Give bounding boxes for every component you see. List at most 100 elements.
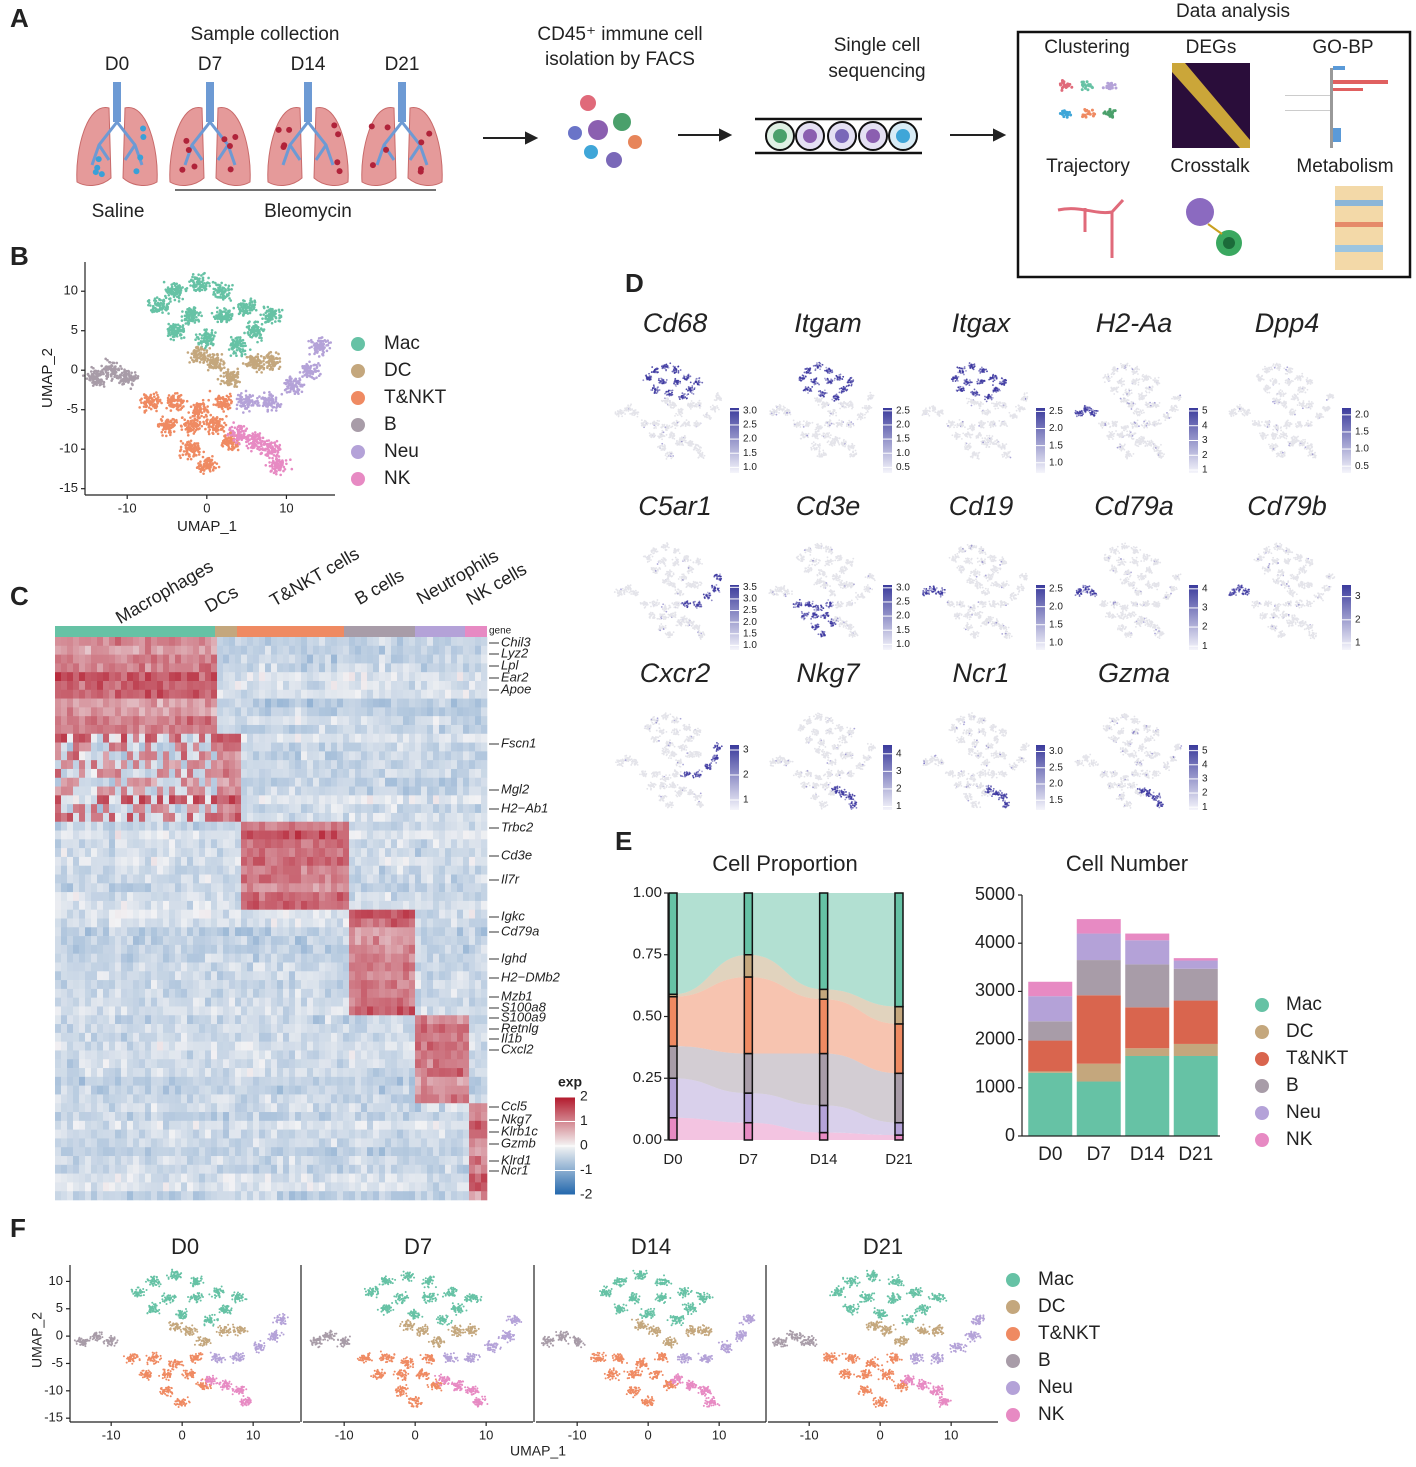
lung-spot [183,138,189,144]
thumb-dot [1114,109,1117,112]
cell-dot [235,345,238,348]
lung-spot [276,127,282,133]
cell-dot [194,307,197,310]
cell-dot [250,306,253,309]
cell-dot [185,290,188,293]
cell-dot [242,308,245,311]
panel-label: B [10,241,29,271]
trachea [113,82,121,122]
thumb-dot [1084,114,1087,117]
arrows [483,130,1004,143]
cell-dot [248,328,251,331]
cell-dot [248,320,251,323]
cluster-point [186,272,211,292]
cell-dot [243,332,246,335]
cell-dot [181,310,184,313]
cluster-point [181,306,203,326]
cell-dot [271,322,274,325]
lung-lobe [408,107,442,185]
cell-dot [217,313,220,316]
cell-dot [195,284,198,287]
cell-dot [192,286,195,289]
cell-dot [170,338,173,341]
cell-dot [171,286,174,289]
cell-dot [149,304,152,307]
cell-dot [188,314,191,317]
cell-dot [261,317,264,320]
cell-dot [263,307,266,310]
cluster-point [211,306,234,323]
cell-dot [192,273,195,276]
cell-dot [162,299,165,302]
cell-dot [232,344,235,347]
cell-dot [147,300,150,303]
cell-dot [163,281,166,284]
thumb-dot [1061,81,1064,84]
thumb-dot [1107,113,1110,116]
arrow-head [720,130,730,140]
cell-dot [269,310,272,313]
cell-dot [220,293,223,296]
cell-dot [240,345,243,348]
lung-spot [281,142,287,148]
thumb-dot [1082,82,1085,85]
cell-dot [201,334,204,337]
cell-dot [226,320,229,323]
cell-dot [188,280,191,283]
cell-dot [227,289,230,292]
lung-spot [221,136,227,142]
cell-dot [182,324,185,327]
cell-dot [265,314,268,317]
cell-dot [167,294,170,297]
lung-spot [93,169,99,175]
lung-spot [331,122,337,128]
cell [606,152,622,168]
arrow-head [994,130,1004,140]
cell-dot [203,333,206,336]
go-bar [1333,88,1363,91]
cell-dot [202,273,205,276]
cell-dot [222,363,225,366]
cell-dot [219,318,222,321]
cell-dot [249,348,252,351]
cluster-point [163,281,188,303]
thumb-dot [1104,110,1107,113]
cell-dot [216,284,219,287]
cell-dot [220,282,223,285]
lung-spot [385,124,391,130]
lung-spot [335,131,341,137]
cell-dot [197,314,200,317]
thumb-dot [1062,85,1065,88]
cell-dot [188,361,191,364]
cell [866,129,880,143]
cell-dot [254,334,257,337]
cell-dot [242,314,245,317]
cell-dot [212,344,215,347]
thumb-dot [1111,86,1114,89]
cell-dot [223,307,226,310]
cell-dot [258,336,261,339]
cell-dot [183,336,186,339]
go-bar [1333,128,1341,142]
thumb-dot [1093,113,1096,116]
cell-dot [246,307,249,310]
cell-dot [204,286,207,289]
cluster-point [206,353,226,372]
cell-dot [186,314,189,317]
cell-dot [238,348,241,351]
lung [268,82,348,185]
cell-dot [178,300,181,303]
cell-dot [222,287,225,290]
cell-dot [200,274,203,277]
cell-dot [243,300,246,303]
cell [835,129,849,143]
panel-label: C [10,581,29,611]
cell-dot [244,344,247,347]
panel-label: A [10,3,29,33]
cell-dot [247,312,250,315]
cell-dot [274,312,277,315]
cell-dot [256,326,259,329]
cell-dot [274,320,277,323]
